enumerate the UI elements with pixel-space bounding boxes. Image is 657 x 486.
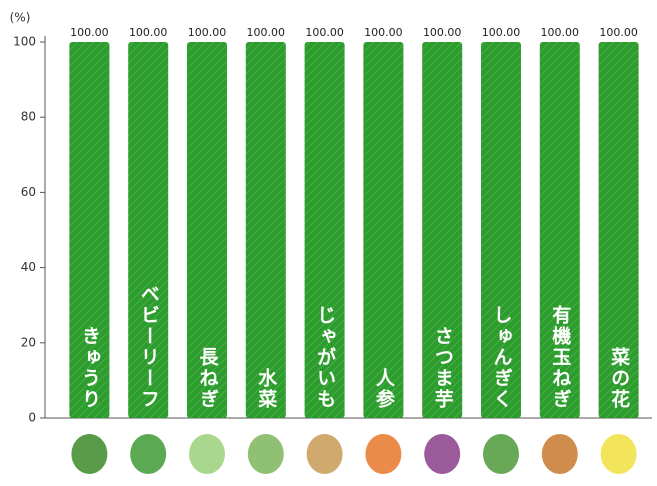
value-label: 100.00 [305,26,344,39]
y-tick-label: 0 [28,411,36,425]
vegetable-icon [71,434,108,474]
vegetable-icon [130,434,167,474]
vegetable-icon [600,434,637,474]
vegetable-icon [247,434,284,474]
y-tick-label: 80 [21,110,36,124]
category-label: 水菜 [255,368,278,410]
value-label: 100.00 [423,26,462,39]
vegetable-icon [483,434,519,474]
value-label: 100.00 [188,26,227,39]
vegetable-icon [189,434,225,474]
value-label: 100.00 [599,26,638,39]
category-label: しゅんぎく [491,305,513,410]
category-label: 人参 [373,368,395,410]
category-label: 長ねぎ [197,347,219,410]
y-axis-label: (%) [10,11,31,25]
value-label: 100.00 [247,26,286,39]
category-label: 有機玉ねぎ [549,304,571,410]
y-tick-label: 100 [13,35,36,49]
vegetable-icon [541,434,578,474]
value-label: 100.00 [129,26,168,39]
value-label: 100.00 [364,26,403,39]
category-label: さつま芋 [432,326,454,410]
vegetable-icon [424,434,461,474]
vegetable-icon [365,434,402,474]
y-tick-label: 60 [21,185,36,199]
value-label: 100.00 [70,26,109,39]
y-tick-label: 40 [21,260,36,274]
category-label: じゃがいも [314,305,336,410]
value-label: 100.00 [541,26,580,39]
category-label: きゅうり [79,326,101,410]
bar [245,42,286,418]
value-label: 100.00 [482,26,521,39]
vegetable-icon [306,434,343,474]
y-tick-label: 20 [21,335,36,349]
category-label: 菜の花 [608,346,631,410]
bar [363,42,404,418]
category-label: ベビーリーフ [138,284,160,410]
